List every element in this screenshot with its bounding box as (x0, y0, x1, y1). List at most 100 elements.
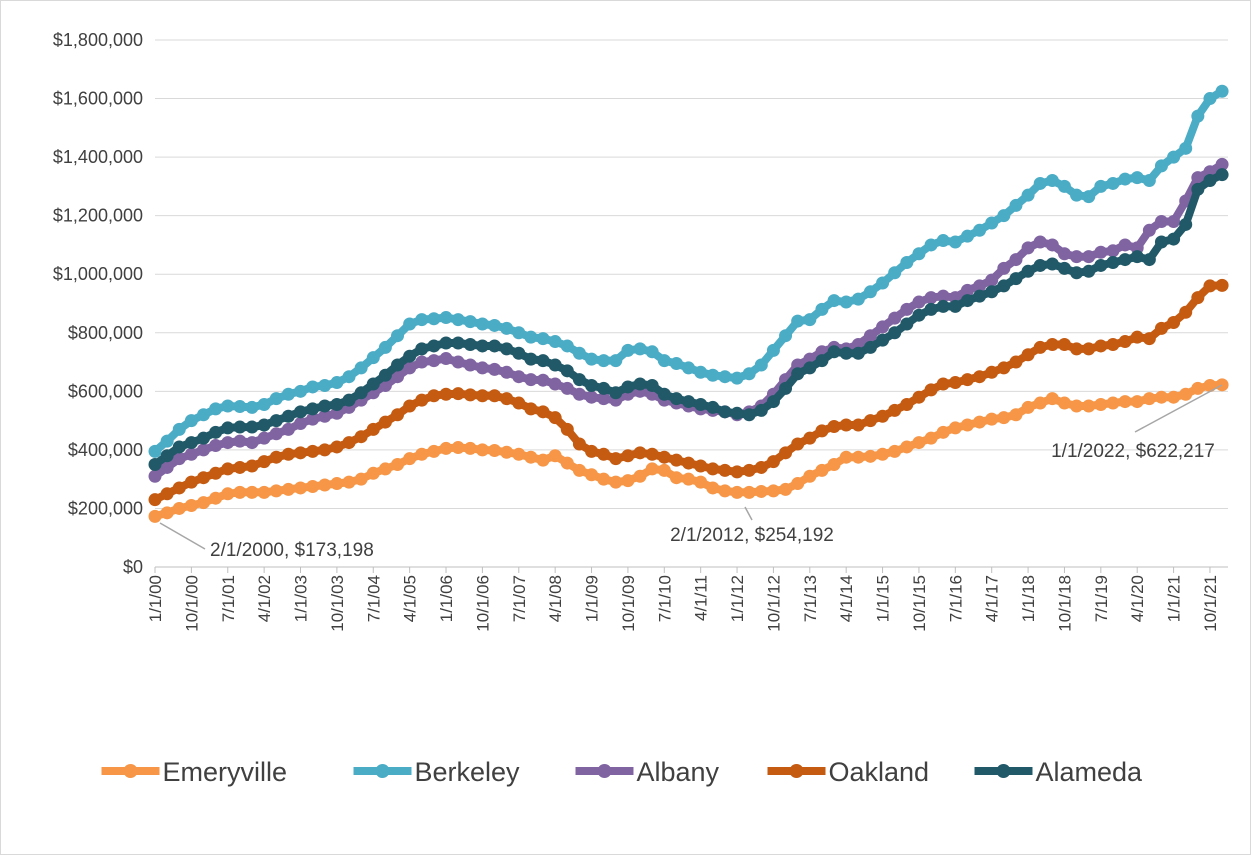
data-point (1070, 188, 1084, 202)
data-point (706, 462, 720, 476)
data-point (427, 339, 441, 353)
data-point (221, 462, 235, 476)
data-point (572, 437, 586, 451)
data-point (912, 436, 926, 450)
data-point (415, 355, 429, 369)
data-point (1057, 396, 1071, 410)
data-point (1130, 395, 1144, 409)
data-point (330, 376, 344, 390)
data-point (985, 285, 999, 299)
data-point (1142, 253, 1156, 267)
data-point (718, 405, 732, 419)
data-point (560, 456, 574, 470)
data-point (585, 378, 599, 392)
legend-label: Berkeley (415, 757, 521, 787)
data-point (1118, 238, 1132, 252)
data-point (851, 346, 865, 360)
data-point (851, 450, 865, 464)
data-point (900, 256, 914, 270)
data-point (415, 447, 429, 461)
data-point (1191, 182, 1205, 196)
data-point (973, 289, 987, 303)
data-point (548, 377, 562, 391)
data-point (1154, 390, 1168, 404)
data-point (221, 421, 235, 435)
data-point (366, 422, 380, 436)
x-tick-label: 4/1/20 (1128, 575, 1147, 622)
data-point (960, 294, 974, 308)
data-point (815, 463, 829, 477)
data-point (318, 399, 332, 413)
data-point (1154, 235, 1168, 249)
data-point (876, 333, 890, 347)
data-point (318, 443, 332, 457)
legend: Emeryville Berkeley Albany Oakland Alameda (101, 757, 1143, 787)
data-point (1203, 378, 1217, 392)
data-point (815, 302, 829, 316)
data-point (572, 387, 586, 401)
data-point (682, 395, 696, 409)
data-point (306, 402, 320, 416)
data-point (1009, 253, 1023, 267)
data-point (827, 458, 841, 472)
data-point (1215, 84, 1229, 98)
data-point (1130, 250, 1144, 264)
y-tick-label: $200,000 (68, 498, 143, 518)
data-point (912, 308, 926, 322)
data-point (1191, 291, 1205, 305)
data-point (512, 396, 526, 410)
data-point (366, 466, 380, 480)
data-point (184, 499, 198, 513)
y-tick-label: $400,000 (68, 440, 143, 460)
data-point (609, 452, 623, 466)
data-point (791, 314, 805, 328)
data-point (1057, 261, 1071, 275)
data-point (585, 352, 599, 366)
data-point (269, 450, 283, 464)
data-point (524, 330, 538, 344)
data-point (803, 361, 817, 375)
data-point (997, 261, 1011, 275)
data-point (597, 381, 611, 395)
data-point (184, 475, 198, 489)
data-point (1142, 223, 1156, 237)
data-point (245, 436, 259, 450)
data-point (209, 402, 223, 416)
data-point (245, 459, 259, 473)
y-tick-label: $800,000 (68, 323, 143, 343)
x-tick-label: 10/1/03 (328, 575, 347, 632)
data-point (548, 358, 562, 372)
leader-line (744, 506, 753, 521)
data-point (609, 354, 623, 368)
data-point (597, 392, 611, 406)
data-point (657, 450, 671, 464)
data-point (536, 332, 550, 346)
x-tick-label: 1/1/03 (292, 575, 311, 622)
data-point (1033, 340, 1047, 354)
data-point (184, 447, 198, 461)
data-point (682, 472, 696, 486)
data-point (863, 449, 877, 463)
data-point (439, 441, 453, 455)
data-point (1179, 141, 1193, 155)
data-point (682, 456, 696, 470)
data-point (475, 361, 489, 375)
data-point (209, 466, 223, 480)
annotation: 1/1/2022, $622,217 (1051, 441, 1215, 462)
data-point (172, 440, 186, 454)
data-point (233, 434, 247, 448)
data-point (827, 419, 841, 433)
x-tick-label: 7/1/16 (946, 575, 965, 622)
data-point (779, 446, 793, 460)
data-point (985, 216, 999, 230)
data-point (657, 387, 671, 401)
data-point (730, 465, 744, 479)
data-point (888, 444, 902, 458)
data-point (488, 362, 502, 376)
data-point (900, 317, 914, 331)
data-point (160, 449, 174, 463)
data-point (318, 378, 332, 392)
data-point (148, 469, 162, 483)
data-point (342, 436, 356, 450)
data-point (403, 399, 417, 413)
